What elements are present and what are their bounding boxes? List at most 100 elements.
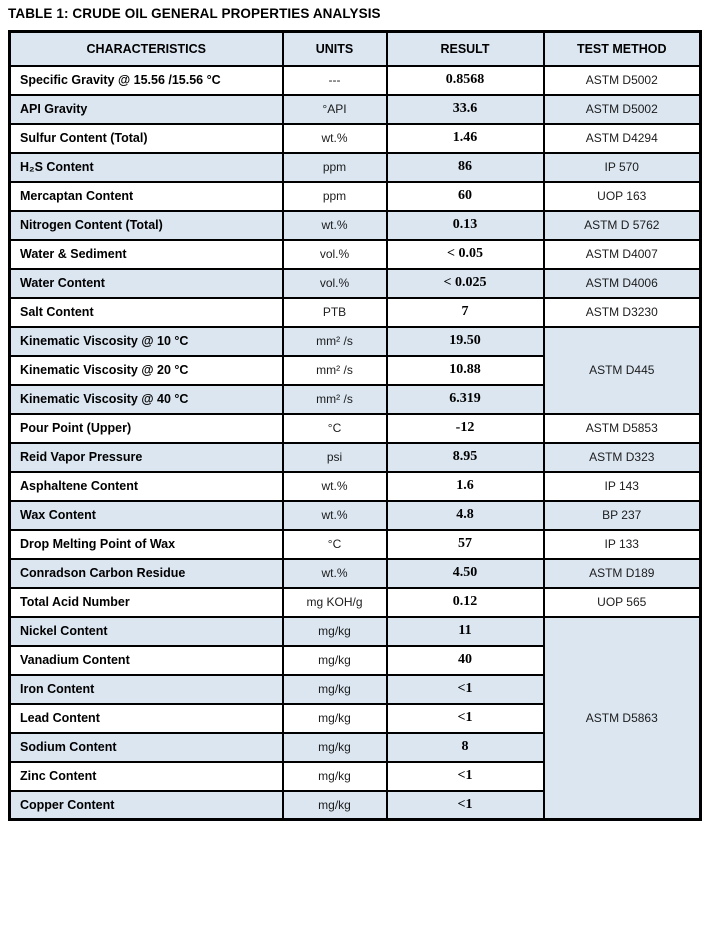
characteristic-cell: Nitrogen Content (Total) <box>8 209 284 241</box>
result-cell: 19.50 <box>385 325 545 357</box>
table-row: Kinematic Viscosity @ 10 °C mm² /s 19.50… <box>8 325 702 415</box>
method-cell: IP 143 <box>542 470 702 502</box>
method-cell: UOP 565 <box>542 586 702 618</box>
characteristic-cell: Iron Content <box>8 673 284 705</box>
table-row: Kinematic Viscosity @ 40 °C mm² /s 6.319 <box>8 383 701 415</box>
units-cell: vol.% <box>281 267 388 299</box>
crude-oil-properties-table: CHARACTERISTICS UNITS RESULT TEST METHOD… <box>8 30 702 821</box>
result-cell: 1.46 <box>385 122 545 154</box>
units-cell: mg/kg <box>281 789 388 821</box>
result-cell: <1 <box>385 760 545 792</box>
units-cell: vol.% <box>281 238 388 270</box>
table-row: Specific Gravity @ 15.56 /15.56 °C --- 0… <box>8 64 702 96</box>
result-cell: <1 <box>385 702 545 734</box>
table-row: Conradson Carbon Residue wt.% 4.50 ASTM … <box>8 557 702 589</box>
method-cell: IP 570 <box>542 151 702 183</box>
characteristic-cell: Asphaltene Content <box>8 470 284 502</box>
units-cell: mm² /s <box>281 354 388 386</box>
result-cell: 6.319 <box>385 383 545 415</box>
units-cell: mg/kg <box>281 702 388 734</box>
table-row: Vanadium Content mg/kg 40 <box>8 644 701 676</box>
characteristic-cell: Total Acid Number <box>8 586 284 618</box>
table-row: Asphaltene Content wt.% 1.6 IP 143 <box>8 470 702 502</box>
table-row: Kinematic Viscosity @ 20 °C mm² /s 10.88 <box>8 354 701 386</box>
method-cell: ASTM D4294 <box>542 122 702 154</box>
characteristic-cell: Wax Content <box>8 499 284 531</box>
header-units: UNITS <box>281 30 388 67</box>
characteristic-cell: Zinc Content <box>8 760 284 792</box>
method-cell: BP 237 <box>542 499 702 531</box>
result-cell: 1.6 <box>385 470 545 502</box>
result-cell: 40 <box>385 644 545 676</box>
method-cell: ASTM D189 <box>542 557 702 589</box>
units-cell: --- <box>281 64 388 96</box>
units-cell: psi <box>281 441 388 473</box>
table-row: Nitrogen Content (Total) wt.% 0.13 ASTM … <box>8 209 702 241</box>
result-cell: 33.6 <box>385 93 545 125</box>
method-cell: ASTM D4006 <box>542 267 702 299</box>
table-row: Wax Content wt.% 4.8 BP 237 <box>8 499 702 531</box>
result-cell: < 0.05 <box>385 238 545 270</box>
table-row: Copper Content mg/kg <1 <box>8 789 701 821</box>
table-row: Nickel Content mg/kg 11 ASTM D5863 <box>8 615 702 821</box>
table-row: Salt Content PTB 7 ASTM D3230 <box>8 296 702 328</box>
header-result: RESULT <box>385 30 545 67</box>
characteristic-cell: Lead Content <box>8 702 284 734</box>
units-cell: ppm <box>281 151 388 183</box>
method-cell: ASTM D323 <box>542 441 702 473</box>
method-cell-merged-d5863: ASTM D5863 <box>542 615 702 821</box>
characteristic-cell: Vanadium Content <box>8 644 284 676</box>
units-cell: mg/kg <box>281 615 388 647</box>
result-cell: 86 <box>385 151 545 183</box>
characteristic-cell: Sodium Content <box>8 731 284 763</box>
characteristic-cell: Kinematic Viscosity @ 10 °C <box>8 325 284 357</box>
method-cell: UOP 163 <box>542 180 702 212</box>
method-cell: ASTM D5002 <box>542 64 702 96</box>
characteristic-cell: Reid Vapor Pressure <box>8 441 284 473</box>
method-cell: ASTM D3230 <box>542 296 702 328</box>
result-cell: 57 <box>385 528 545 560</box>
result-cell: -12 <box>385 412 545 444</box>
characteristic-cell: Conradson Carbon Residue <box>8 557 284 589</box>
result-cell: 4.8 <box>385 499 545 531</box>
table-row: Iron Content mg/kg <1 <box>8 673 701 705</box>
table-row: Reid Vapor Pressure psi 8.95 ASTM D323 <box>8 441 702 473</box>
result-cell: 10.88 <box>385 354 545 386</box>
characteristic-cell: Mercaptan Content <box>8 180 284 212</box>
units-cell: wt.% <box>281 470 388 502</box>
units-cell: wt.% <box>281 209 388 241</box>
units-cell: mm² /s <box>281 325 388 357</box>
table-row: Pour Point (Upper) °C -12 ASTM D5853 <box>8 412 702 444</box>
units-cell: ppm <box>281 180 388 212</box>
characteristic-cell: Pour Point (Upper) <box>8 412 284 444</box>
characteristic-cell: Water & Sediment <box>8 238 284 270</box>
header-row: CHARACTERISTICS UNITS RESULT TEST METHOD <box>8 30 702 67</box>
table-row: Total Acid Number mg KOH/g 0.12 UOP 565 <box>8 586 702 618</box>
table-row: H₂S Content ppm 86 IP 570 <box>8 151 702 183</box>
method-cell: ASTM D4007 <box>542 238 702 270</box>
characteristic-cell: Copper Content <box>8 789 284 821</box>
header-characteristics: CHARACTERISTICS <box>8 30 284 67</box>
method-cell-merged-d445: ASTM D445 <box>542 325 702 415</box>
units-cell: wt.% <box>281 499 388 531</box>
units-cell: mm² /s <box>281 383 388 415</box>
characteristic-cell: Kinematic Viscosity @ 20 °C <box>8 354 284 386</box>
method-cell: ASTM D5853 <box>542 412 702 444</box>
characteristic-cell: Nickel Content <box>8 615 284 647</box>
characteristic-cell: H₂S Content <box>8 151 284 183</box>
result-cell: 0.13 <box>385 209 545 241</box>
table-row: Water & Sediment vol.% < 0.05 ASTM D4007 <box>8 238 702 270</box>
result-cell: 4.50 <box>385 557 545 589</box>
table-body: Specific Gravity @ 15.56 /15.56 °C --- 0… <box>8 64 702 821</box>
table-header: CHARACTERISTICS UNITS RESULT TEST METHOD <box>8 30 702 67</box>
characteristic-cell: API Gravity <box>8 93 284 125</box>
characteristic-cell: Water Content <box>8 267 284 299</box>
result-cell: <1 <box>385 789 545 821</box>
result-cell: 60 <box>385 180 545 212</box>
result-cell: <1 <box>385 673 545 705</box>
characteristic-cell: Specific Gravity @ 15.56 /15.56 °C <box>8 64 284 96</box>
units-cell: wt.% <box>281 122 388 154</box>
units-cell: °C <box>281 412 388 444</box>
result-cell: 7 <box>385 296 545 328</box>
